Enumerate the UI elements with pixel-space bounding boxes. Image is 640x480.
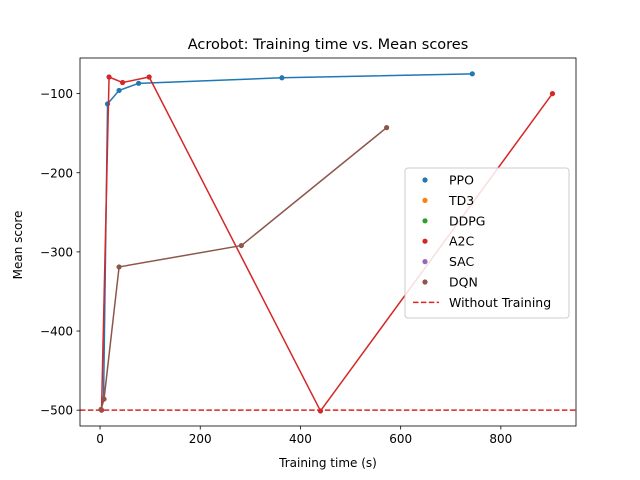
legend-label-dqn: DQN [449, 275, 478, 290]
legend-marker-ppo [422, 177, 428, 183]
ppo-point [136, 80, 142, 86]
axes: 0 200 400 600 800 −500 −400 −300 −200 −100 [40, 57, 577, 446]
x-tick-label: 400 [289, 432, 312, 446]
legend-label-ppo: PPO [449, 173, 474, 188]
legend-label-sac: SAC [449, 254, 474, 269]
y-tick-label: −400 [40, 325, 73, 339]
plot-area [80, 71, 576, 414]
legend-label-without-training: Without Training [449, 295, 551, 310]
dqn-point [238, 242, 244, 249]
dqn-point [384, 125, 390, 131]
x-tick-label: 800 [489, 432, 512, 446]
x-tick-label: 600 [389, 432, 412, 446]
x-tick-label: 200 [189, 432, 212, 446]
dqn-point [116, 264, 122, 270]
ppo-point [279, 75, 285, 81]
x-axis-label: Training time (s) [278, 456, 377, 470]
legend-marker-ddpg [422, 218, 428, 224]
legend: PPO TD3 DDPG A2C SAC DQN Without Training [404, 167, 570, 319]
legend-marker-td3 [422, 197, 428, 203]
a2c-point [549, 91, 556, 97]
legend-marker-dqn [422, 279, 428, 285]
plot-inner [80, 71, 576, 414]
ppo-point [104, 101, 111, 107]
y-tick-label: −100 [40, 87, 73, 101]
a2c-series-line [100, 76, 554, 412]
legend-box [404, 167, 570, 319]
chart-title: Acrobot: Training time vs. Mean scores [188, 37, 469, 53]
y-tick-label: −200 [40, 166, 73, 180]
dqn-point [98, 406, 104, 412]
a2c-point [317, 408, 324, 414]
legend-marker-a2c [422, 238, 428, 244]
axes-frame [79, 57, 577, 427]
a2c-point [146, 74, 152, 80]
a2c-point [119, 79, 126, 86]
y-tick-label: −500 [40, 404, 73, 418]
ppo-point [116, 87, 122, 94]
x-tick-label: 0 [96, 432, 104, 446]
legend-label-a2c: A2C [449, 234, 475, 249]
legend-label-ddpg: DDPG [449, 213, 485, 228]
a2c-point [106, 74, 112, 80]
dqn-point [101, 396, 107, 402]
y-axis-label: Mean score [11, 211, 25, 280]
legend-label-td3: TD3 [448, 193, 474, 208]
y-tick-label: −300 [40, 245, 73, 259]
legend-marker-sac [422, 259, 428, 265]
ppo-point [469, 71, 475, 77]
